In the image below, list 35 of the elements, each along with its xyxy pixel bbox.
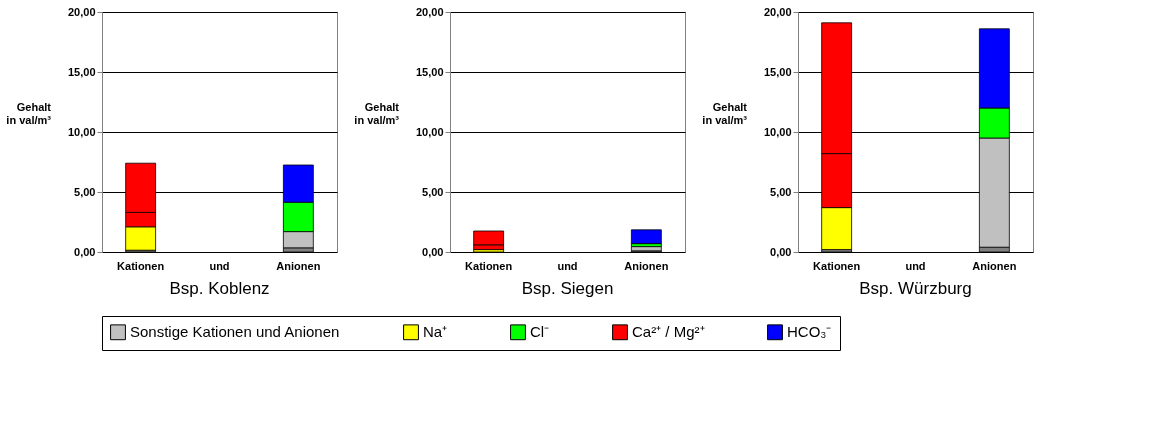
legend-label: Cl⁻ xyxy=(530,323,550,341)
y-tick-label: 15,00 xyxy=(763,65,792,78)
y-tick-label: 5,00 xyxy=(770,185,792,198)
y-axis-title: Gehalt in val/m³ xyxy=(354,100,400,126)
y-tick-label: 20,00 xyxy=(763,5,792,18)
text: Bsp. Siegen xyxy=(521,279,614,298)
x-tick-label: Kationen xyxy=(813,259,861,272)
y-tick-label: 20,00 xyxy=(415,5,444,18)
y-axis-title: Gehalt in val/m³ xyxy=(702,100,748,126)
x-tick-label: Anionen xyxy=(624,259,669,272)
legend-label: Na⁺ xyxy=(423,323,448,341)
legend-label: Sonstige Kationen und Anionen xyxy=(130,323,340,341)
text: Bsp. Würzburg xyxy=(859,279,972,298)
x-tick-label: Kationen xyxy=(465,259,513,272)
y-tick-label: 15,00 xyxy=(415,65,444,78)
y-axis-title: Gehalt in val/m³ xyxy=(6,100,52,126)
text: Bsp. Koblenz xyxy=(169,279,270,298)
legend-label: Ca²⁺ / Mg²⁺ xyxy=(632,323,705,341)
y-tick-label: 0,00 xyxy=(770,245,792,258)
x-tick-label: Anionen xyxy=(276,259,321,272)
y-tick-label: 15,00 xyxy=(67,65,96,78)
x-tick-label: und xyxy=(905,259,926,272)
x-tick-label: und xyxy=(209,259,230,272)
y-tick-label: 5,00 xyxy=(74,185,96,198)
y-tick-label: 5,00 xyxy=(422,185,444,198)
y-tick-label: 10,00 xyxy=(67,125,96,138)
x-tick-label: Anionen xyxy=(972,259,1017,272)
legend-label: HCO₃⁻ xyxy=(787,323,832,341)
y-tick-label: 10,00 xyxy=(763,125,792,138)
y-tick-label: 0,00 xyxy=(422,245,444,258)
y-tick-label: 20,00 xyxy=(67,5,96,18)
x-tick-label: und xyxy=(557,259,578,272)
x-tick-label: Kationen xyxy=(117,259,165,272)
y-tick-label: 0,00 xyxy=(74,245,96,258)
y-tick-label: 10,00 xyxy=(415,125,444,138)
